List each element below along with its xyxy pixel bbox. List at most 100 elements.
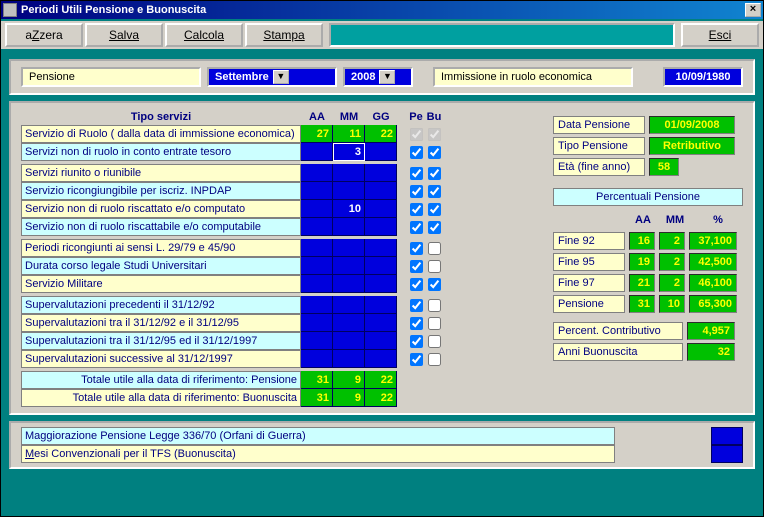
cell-mm[interactable] [333,182,365,200]
cell-gg[interactable] [365,182,397,200]
cell-mm[interactable] [333,350,365,368]
chevron-down-icon: ▼ [273,70,289,84]
cell-aa[interactable] [301,218,333,236]
esci-button[interactable]: Esci [681,23,759,47]
total-aa: 31 [301,371,333,389]
checkbox-pe[interactable] [410,146,423,159]
salva-button[interactable]: Salva [85,23,163,47]
mese-value: Settembre [215,71,269,83]
cell-gg[interactable] [365,314,397,332]
cell-gg[interactable] [365,218,397,236]
calcola-button[interactable]: Calcola [165,23,243,47]
checkbox-bu[interactable] [428,242,441,255]
cell-aa[interactable] [301,143,333,161]
checkbox-pe[interactable] [410,299,423,312]
cell-gg[interactable] [365,143,397,161]
cell-gg[interactable] [365,164,397,182]
cell-gg[interactable] [365,296,397,314]
pct-row: Fine 9721246,100 [553,273,743,293]
close-button[interactable]: × [745,3,761,17]
service-label: Supervalutazioni tra il 31/12/92 e il 31… [21,314,301,332]
service-row: Supervalutazioni successive al 31/12/199… [21,350,541,368]
cell-aa[interactable] [301,350,333,368]
pct-aa: 21 [629,274,655,292]
pct-row: Fine 9216237,100 [553,231,743,251]
cell-aa[interactable] [301,257,333,275]
cell-gg[interactable] [365,275,397,293]
cell-mm[interactable] [333,332,365,350]
cell-aa[interactable] [301,314,333,332]
total-gg: 22 [365,389,397,407]
cell-gg[interactable] [365,350,397,368]
eta-value: 58 [649,158,679,176]
maggiorazione-input[interactable] [711,427,743,445]
checkbox-pe[interactable] [410,278,423,291]
cell-aa[interactable] [301,275,333,293]
azzera-button[interactable]: aZzera [5,23,83,47]
pct-pct: 42,500 [689,253,737,271]
immissione-data[interactable]: 10/09/1980 [663,67,743,87]
cell-mm[interactable] [333,239,365,257]
checkbox-pe[interactable] [410,242,423,255]
total-label: Totale utile alla data di riferimento: P… [21,371,301,389]
cell-mm[interactable] [333,296,365,314]
cell-mm[interactable] [333,257,365,275]
window-title: Periodi Utili Pensione e Buonuscita [21,4,745,16]
cell-mm[interactable] [333,275,365,293]
cell-gg[interactable] [365,239,397,257]
checkbox-pe[interactable] [410,128,423,141]
anno-select[interactable]: 2008 ▼ [343,67,413,87]
checkbox-pe[interactable] [410,335,423,348]
tipo-pensione-value: Retributivo [649,137,735,155]
cell-gg[interactable] [365,332,397,350]
cell-gg[interactable]: 22 [365,125,397,143]
cell-aa[interactable] [301,182,333,200]
checkbox-bu[interactable] [428,278,441,291]
checkbox-pe[interactable] [410,185,423,198]
cell-aa[interactable] [301,164,333,182]
service-label: Periodi ricongiunti ai sensi L. 29/79 e … [21,239,301,257]
cell-mm[interactable] [333,314,365,332]
cell-gg[interactable] [365,257,397,275]
cell-mm[interactable]: 11 [333,125,365,143]
cell-aa[interactable] [301,296,333,314]
checkbox-bu[interactable] [428,167,441,180]
cell-aa[interactable] [301,239,333,257]
service-row: Supervalutazioni tra il 31/12/95 ed il 3… [21,332,541,350]
checkbox-bu[interactable] [428,299,441,312]
checkbox-pe[interactable] [410,317,423,330]
cell-mm[interactable] [333,218,365,236]
checkbox-bu[interactable] [428,221,441,234]
checkbox-bu[interactable] [428,128,441,141]
checkbox-pe[interactable] [410,221,423,234]
checkbox-bu[interactable] [428,353,441,366]
checkbox-pe[interactable] [410,203,423,216]
checkbox-pe[interactable] [410,167,423,180]
service-label: Servizio ricongiungibile per iscriz. INP… [21,182,301,200]
cell-aa[interactable] [301,332,333,350]
checkbox-bu[interactable] [428,260,441,273]
service-row: Servizio ricongiungibile per iscriz. INP… [21,182,541,200]
service-row: Supervalutazioni tra il 31/12/92 e il 31… [21,314,541,332]
cell-aa[interactable] [301,200,333,218]
checkbox-bu[interactable] [428,203,441,216]
mese-select[interactable]: Settembre ▼ [207,67,337,87]
service-row: Supervalutazioni precedenti il 31/12/92 [21,296,541,314]
pct-pct: 37,100 [689,232,737,250]
stampa-button[interactable]: Stampa [245,23,323,47]
checkbox-pe[interactable] [410,353,423,366]
cell-mm[interactable]: 10 [333,200,365,218]
checkbox-pe[interactable] [410,260,423,273]
checkbox-bu[interactable] [428,146,441,159]
cell-aa[interactable]: 27 [301,125,333,143]
checkbox-bu[interactable] [428,335,441,348]
cell-gg[interactable] [365,200,397,218]
pct-label: Fine 92 [553,232,625,250]
cell-mm[interactable] [333,143,365,161]
pct-pct: 65,300 [689,295,737,313]
mesi-conv-input[interactable] [711,445,743,463]
checkbox-bu[interactable] [428,317,441,330]
checkbox-bu[interactable] [428,185,441,198]
col-tipo-header: Tipo servizi [21,111,301,123]
cell-mm[interactable] [333,164,365,182]
